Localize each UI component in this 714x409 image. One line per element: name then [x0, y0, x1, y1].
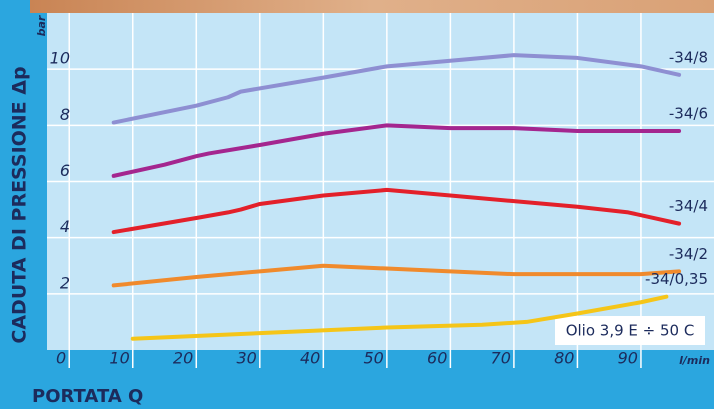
- x-tick-label: 80: [554, 349, 574, 368]
- annotation-box: [555, 316, 705, 345]
- y-tick-label: 2: [60, 273, 70, 292]
- x-unit: l/min: [679, 354, 710, 367]
- y-tick-label: 10: [50, 49, 70, 68]
- y-unit: bar: [35, 15, 48, 36]
- x-axis-title: PORTATA Q: [32, 386, 143, 407]
- x-tick-label: 90: [618, 349, 638, 368]
- series-label: -34/4: [669, 197, 708, 215]
- x-tick-label: 60: [427, 349, 447, 368]
- x-tick-label: 30: [236, 349, 256, 368]
- x-tick-label: 50: [363, 349, 383, 368]
- series-line: [111, 123, 682, 178]
- series-label: -34/0,35: [645, 270, 708, 288]
- series-line: [130, 294, 669, 341]
- series-line: [111, 263, 682, 288]
- series-line: [111, 187, 682, 235]
- series-label: -34/6: [669, 104, 708, 122]
- x-tick-label: 40: [300, 349, 320, 368]
- y-tick-label: 6: [60, 161, 70, 180]
- y-tick-label: 4: [60, 217, 70, 236]
- y-axis-title: CADUTA DI PRESSIONE Δp: [9, 66, 31, 343]
- x-tick-label: 70: [491, 349, 511, 368]
- annotation: Olio 3,9 E ÷ 50 C: [566, 322, 695, 340]
- x-tick-label: 20: [173, 349, 193, 368]
- series-label: -34/8: [669, 48, 708, 66]
- x-tick-label: 10: [109, 349, 129, 368]
- series-line: [111, 53, 682, 125]
- y-tick-label: 8: [60, 105, 70, 124]
- x-tick-label: 0: [56, 349, 66, 368]
- header-strip: [30, 0, 714, 13]
- series-label: -34/2: [669, 245, 708, 263]
